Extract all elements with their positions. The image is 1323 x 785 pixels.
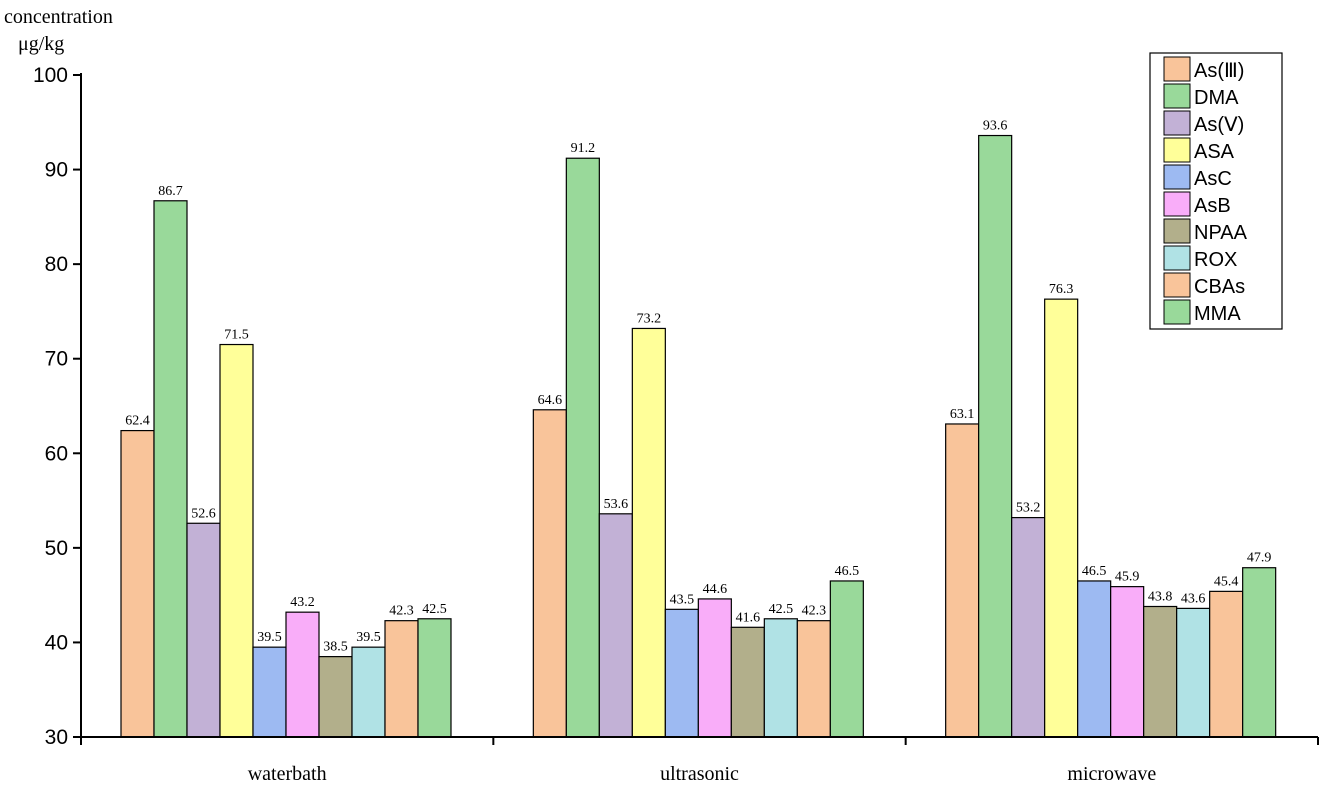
legend-label: ASA bbox=[1194, 141, 1235, 163]
y-tick-label: 30 bbox=[45, 726, 68, 749]
y-tick-label: 50 bbox=[45, 537, 68, 560]
bar-microwave-4 bbox=[1077, 580, 1112, 738]
x-category-label: microwave bbox=[1067, 763, 1156, 785]
bar-ultrasonic-4 bbox=[664, 608, 699, 738]
data-label: 76.3 bbox=[1049, 282, 1074, 297]
bar-waterbath-0 bbox=[120, 429, 155, 738]
legend-swatch bbox=[1163, 218, 1191, 244]
y-axis-label-line2: μg/kg bbox=[18, 33, 64, 55]
data-label: 45.9 bbox=[1115, 570, 1140, 585]
data-label: 93.6 bbox=[983, 119, 1008, 134]
data-label: 39.5 bbox=[257, 630, 282, 645]
legend-label: MMA bbox=[1194, 303, 1241, 325]
plot-area: 62.4 86.7 52.6 71.5 39.5 43.2 38.5 39.5 42.3 42.5… bbox=[120, 119, 1277, 738]
bar-ultrasonic-9 bbox=[829, 580, 864, 738]
bar-waterbath-8 bbox=[384, 620, 419, 738]
bar-microwave-3 bbox=[1044, 298, 1079, 738]
axes: waterbath ultrasonic microwave 30 40 50 60 70 80… bbox=[33, 64, 1319, 785]
legend-label: AsB bbox=[1194, 195, 1231, 217]
data-label: 42.5 bbox=[769, 602, 794, 617]
legend-swatch bbox=[1163, 299, 1191, 325]
legend-label: AsC bbox=[1194, 168, 1232, 190]
data-label: 42.3 bbox=[389, 604, 414, 619]
data-label: 46.5 bbox=[1082, 564, 1107, 579]
bar-ultrasonic-0 bbox=[532, 409, 567, 738]
bar-microwave-5 bbox=[1110, 586, 1145, 738]
data-label: 53.2 bbox=[1016, 501, 1041, 516]
y-tick-label: 100 bbox=[33, 64, 68, 87]
legend-label: ROX bbox=[1194, 249, 1237, 271]
legend-swatch bbox=[1163, 110, 1191, 136]
data-label: 43.6 bbox=[1181, 591, 1206, 606]
legend-swatch bbox=[1163, 272, 1191, 298]
data-label: 53.6 bbox=[604, 497, 629, 512]
data-label: 62.4 bbox=[125, 414, 150, 429]
y-axis-label-line1: concentration bbox=[4, 6, 113, 28]
bar-ultrasonic-6 bbox=[730, 626, 765, 738]
bar-waterbath-3 bbox=[219, 343, 254, 738]
bar-microwave-1 bbox=[978, 134, 1013, 738]
bar-waterbath-9 bbox=[417, 618, 452, 738]
legend-swatch bbox=[1163, 245, 1191, 271]
bar-microwave-9 bbox=[1242, 567, 1277, 738]
bar-ultrasonic-3 bbox=[631, 327, 666, 738]
y-tick-label: 80 bbox=[45, 253, 68, 276]
bar-microwave-0 bbox=[945, 423, 980, 738]
bar-ultrasonic-2 bbox=[598, 513, 633, 738]
data-label: 73.2 bbox=[637, 311, 662, 326]
data-label: 45.4 bbox=[1214, 574, 1239, 589]
legend-swatch bbox=[1163, 137, 1191, 163]
legend-label: As(Ⅲ) bbox=[1194, 60, 1244, 82]
data-label: 46.5 bbox=[835, 564, 860, 579]
y-tick-label: 90 bbox=[45, 159, 68, 182]
bar-ultrasonic-8 bbox=[796, 620, 831, 738]
x-category-label: ultrasonic bbox=[660, 763, 739, 785]
data-label: 42.5 bbox=[422, 602, 447, 617]
data-label: 39.5 bbox=[356, 630, 381, 645]
bar-microwave-8 bbox=[1209, 590, 1244, 738]
legend-label: NPAA bbox=[1194, 222, 1248, 244]
data-label: 41.6 bbox=[736, 610, 761, 625]
data-label: 52.6 bbox=[191, 506, 216, 521]
bar-waterbath-4 bbox=[252, 646, 287, 738]
bar-ultrasonic-7 bbox=[763, 618, 798, 738]
bar-microwave-2 bbox=[1011, 516, 1046, 738]
legend-swatch bbox=[1163, 164, 1191, 190]
legend-label: CBAs bbox=[1194, 276, 1245, 298]
legend-label: As(Ⅴ) bbox=[1194, 114, 1244, 136]
data-label: 64.6 bbox=[538, 393, 563, 408]
data-label: 71.5 bbox=[224, 328, 249, 343]
bar-ultrasonic-1 bbox=[565, 157, 600, 738]
y-tick-label: 40 bbox=[45, 631, 68, 654]
legend-swatch bbox=[1163, 56, 1191, 82]
data-label: 44.6 bbox=[703, 582, 728, 597]
data-label: 91.2 bbox=[571, 141, 596, 156]
bar-microwave-6 bbox=[1143, 605, 1178, 738]
bar-waterbath-5 bbox=[285, 611, 320, 738]
legend: As(Ⅲ) DMA As(Ⅴ) ASA AsC AsB NPAA ROX CBAs MMA bbox=[1149, 52, 1283, 330]
data-label: 43.5 bbox=[670, 592, 695, 607]
legend-swatch bbox=[1163, 191, 1191, 217]
bar-microwave-7 bbox=[1176, 607, 1211, 738]
data-label: 63.1 bbox=[950, 407, 975, 422]
bar-ultrasonic-5 bbox=[697, 598, 732, 738]
bar-waterbath-6 bbox=[318, 656, 353, 738]
data-label: 43.2 bbox=[290, 595, 315, 610]
data-label: 43.8 bbox=[1148, 589, 1173, 604]
y-tick-label: 60 bbox=[45, 442, 68, 465]
x-category-label: waterbath bbox=[248, 763, 327, 785]
data-label: 47.9 bbox=[1247, 551, 1272, 566]
legend-swatch bbox=[1163, 83, 1191, 109]
data-label: 38.5 bbox=[323, 640, 348, 655]
data-label: 42.3 bbox=[802, 604, 827, 619]
bar-waterbath-1 bbox=[153, 200, 188, 738]
y-tick-label: 70 bbox=[45, 348, 68, 371]
bar-waterbath-7 bbox=[351, 646, 386, 738]
data-label: 86.7 bbox=[158, 184, 183, 199]
legend-label: DMA bbox=[1194, 87, 1239, 109]
bar-waterbath-2 bbox=[186, 522, 221, 738]
